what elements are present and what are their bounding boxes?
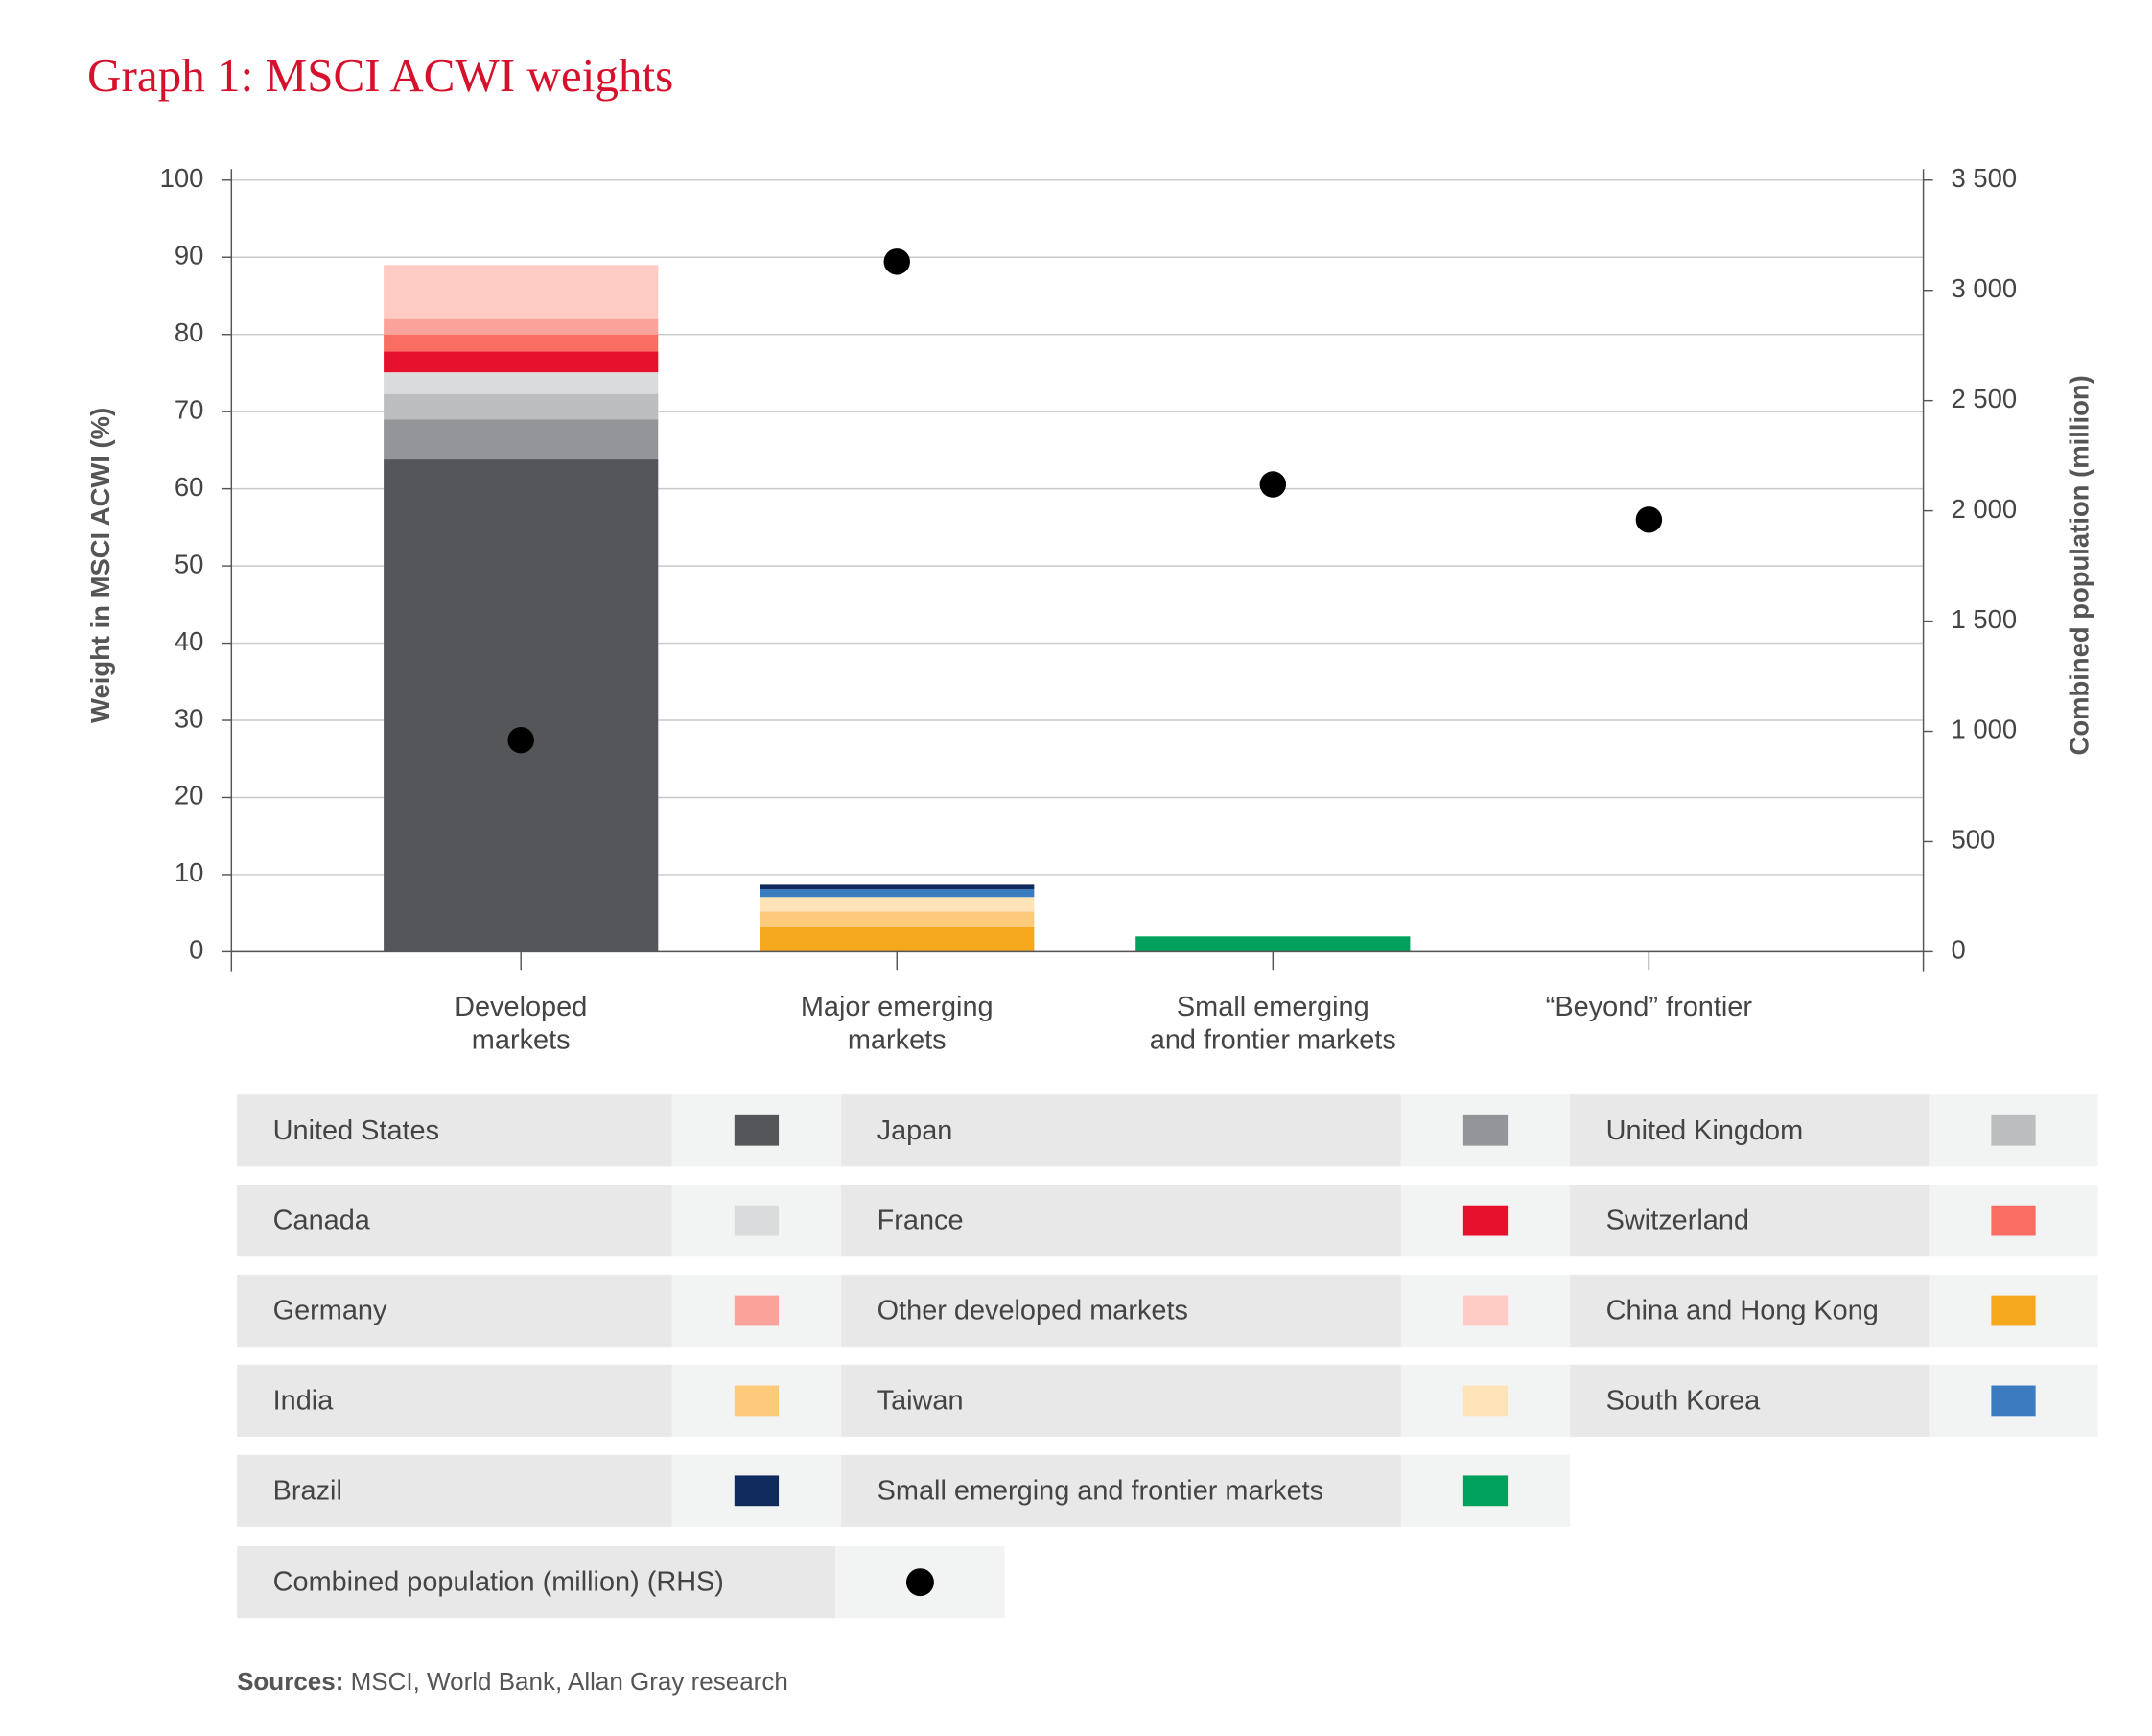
x-tick-label: Developed markets [455,992,588,1056]
y2-tick-label: 1 000 [1951,715,2017,744]
legend-name-cell [237,1274,672,1348]
y2-tick-label: 1 500 [1951,604,2017,634]
legend-swatch [1991,1295,2036,1326]
legend-name-cell [237,1185,672,1257]
legend-swatch [1462,1385,1509,1417]
legend-name-cell [841,1094,1401,1167]
legend-swatch [734,1475,780,1507]
y-tick-label: 20 [175,781,204,810]
legend-name-cell [841,1364,1401,1437]
y2-tick-label: 2 000 [1951,494,2017,524]
legend-label: China and Hong Kong [1606,1296,1879,1326]
y-tick-label: 10 [175,857,204,887]
legend-swatch [1991,1114,2036,1146]
x-tick-label: “Beyond” frontier [1545,992,1752,1023]
legend-label: Canada [273,1206,371,1236]
legend-name-cell [237,1454,672,1527]
bar-segment [760,889,1035,898]
x-tick-label: Small emerging and frontier markets [1149,992,1396,1056]
legend-swatch [1462,1475,1509,1507]
bar-segment [384,372,659,394]
bar-segment [760,927,1035,952]
legend-label: United States [273,1115,439,1146]
legend-swatch [1991,1205,2036,1236]
y-axis-label: Weight in MSCI ACWI (%) [85,408,115,723]
population-dot [1259,471,1287,498]
source: Sources: MSCI, World Bank, Allan Gray re… [237,1667,788,1696]
legend-swatch [734,1295,780,1326]
y-tick-label: 90 [175,241,204,270]
x-tick-label: Major emerging markets [800,992,994,1056]
x-tick-label-box: Small emerging and frontier markets [1149,992,1396,1056]
legend-name-cell [1570,1274,1930,1348]
y-tick-label: 40 [175,626,204,656]
legend-swatch [1462,1114,1509,1146]
y-tick-label: 0 [189,935,203,965]
legend-label: Other developed markets [877,1296,1188,1326]
bar-segment [384,419,659,460]
y2-tick-label: 3 000 [1951,273,2017,303]
source-text: MSCI, World Bank, Allan Gray research [351,1667,788,1696]
legend-swatch [734,1385,780,1417]
legend-name-cell [237,1364,672,1437]
x-tick-label-box: “Beyond” frontier [1545,992,1752,1023]
legend-label: South Korea [1606,1385,1761,1416]
y2-axis-label: Combined population (million) [2065,375,2094,755]
legend-label: Brazil [273,1475,342,1506]
bar-segment [760,897,1035,912]
legend-swatch [734,1114,780,1146]
legend-label: Taiwan [877,1385,964,1416]
y2-tick-label: 0 [1951,935,1965,965]
population-dot [1635,506,1663,533]
bar-segment [384,393,659,420]
legend-swatch [734,1205,780,1236]
legend-name-cell [1570,1364,1930,1437]
legend-name-cell [237,1094,672,1167]
y-tick-label: 60 [175,472,204,502]
population-dot [507,726,534,754]
chart-title: Graph 1: MSCI ACWI weights [87,49,673,102]
legend-name-cell [841,1274,1401,1348]
legend-swatch [1462,1295,1509,1326]
legend-swatch [905,1568,934,1597]
legend-name-cell [1570,1094,1930,1167]
legend-name-cell [841,1185,1401,1257]
legend-swatch [1991,1385,2036,1417]
bar-segment [384,318,659,335]
y2-tick-label: 3 500 [1951,163,2017,193]
bar-segment [384,351,659,373]
y-tick-label: 100 [160,163,204,193]
legend-label: France [877,1206,964,1236]
legend-label: Combined population (million) (RHS) [273,1567,724,1598]
bar-segment [760,884,1035,890]
x-tick-label-box: Major emerging markets [800,992,994,1056]
y-tick-label: 50 [175,549,204,578]
legend-label: India [273,1385,335,1416]
y2-tick-label: 2 500 [1951,384,2017,413]
legend-label: Japan [877,1115,953,1146]
bar-segment [384,334,659,352]
bar-segment [1135,936,1411,952]
bar-segment [384,459,659,952]
y-tick-label: 30 [175,703,204,733]
legend-label: Small emerging and frontier markets [877,1475,1323,1506]
x-tick-label-box: Developed markets [455,992,588,1056]
bar-segment [384,265,659,319]
legend-label: Switzerland [1606,1206,1749,1236]
legend-swatch [1462,1205,1509,1236]
legend-label: United Kingdom [1606,1115,1803,1146]
y-tick-label: 80 [175,317,204,347]
population-dot [883,248,910,275]
bar-segment [760,911,1035,927]
y2-tick-label: 500 [1951,825,1995,855]
y-tick-label: 70 [175,394,204,424]
legend-label: Germany [273,1296,387,1326]
source-label: Sources: [237,1667,343,1696]
legend-name-cell [237,1546,836,1619]
legend-name-cell [1570,1185,1930,1257]
legend-name-cell [841,1454,1401,1527]
